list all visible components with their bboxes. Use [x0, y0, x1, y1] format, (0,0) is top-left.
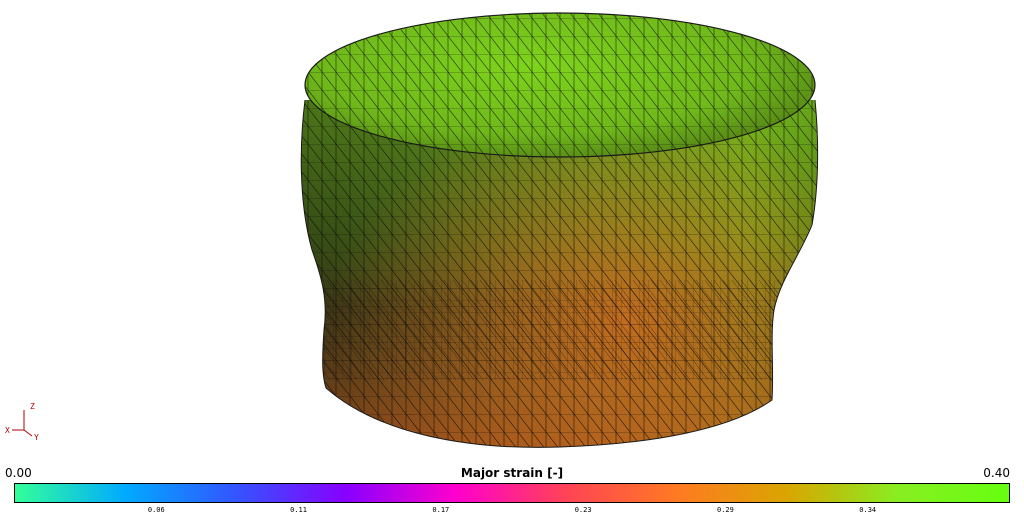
- deformed-cylinder-model: [300, 12, 819, 448]
- color-bar-tick-label: 0.23: [574, 506, 592, 514]
- color-bar-ticks: 0.06 0.11 0.17 0.23 0.29 0.34: [0, 506, 1024, 520]
- color-bar-tick-label: 0.29: [716, 506, 734, 514]
- strain-color-bar: [14, 483, 1010, 503]
- color-bar-tick-label: 0.06: [147, 506, 165, 514]
- color-bar-tick-label: 0.17: [432, 506, 450, 514]
- legend-title: Major strain [-]: [460, 466, 564, 480]
- color-bar-tick-label: 0.11: [290, 506, 307, 514]
- axis-y-label: Y: [34, 433, 39, 442]
- legend-max-label: 0.40: [983, 466, 1010, 480]
- axis-triad: Z X Y: [5, 402, 39, 442]
- legend-min-label: 0.00: [5, 466, 32, 480]
- color-bar-tick-label: 0.34: [859, 506, 877, 514]
- axis-x-label: X: [5, 426, 10, 435]
- axis-z-label: Z: [30, 402, 35, 411]
